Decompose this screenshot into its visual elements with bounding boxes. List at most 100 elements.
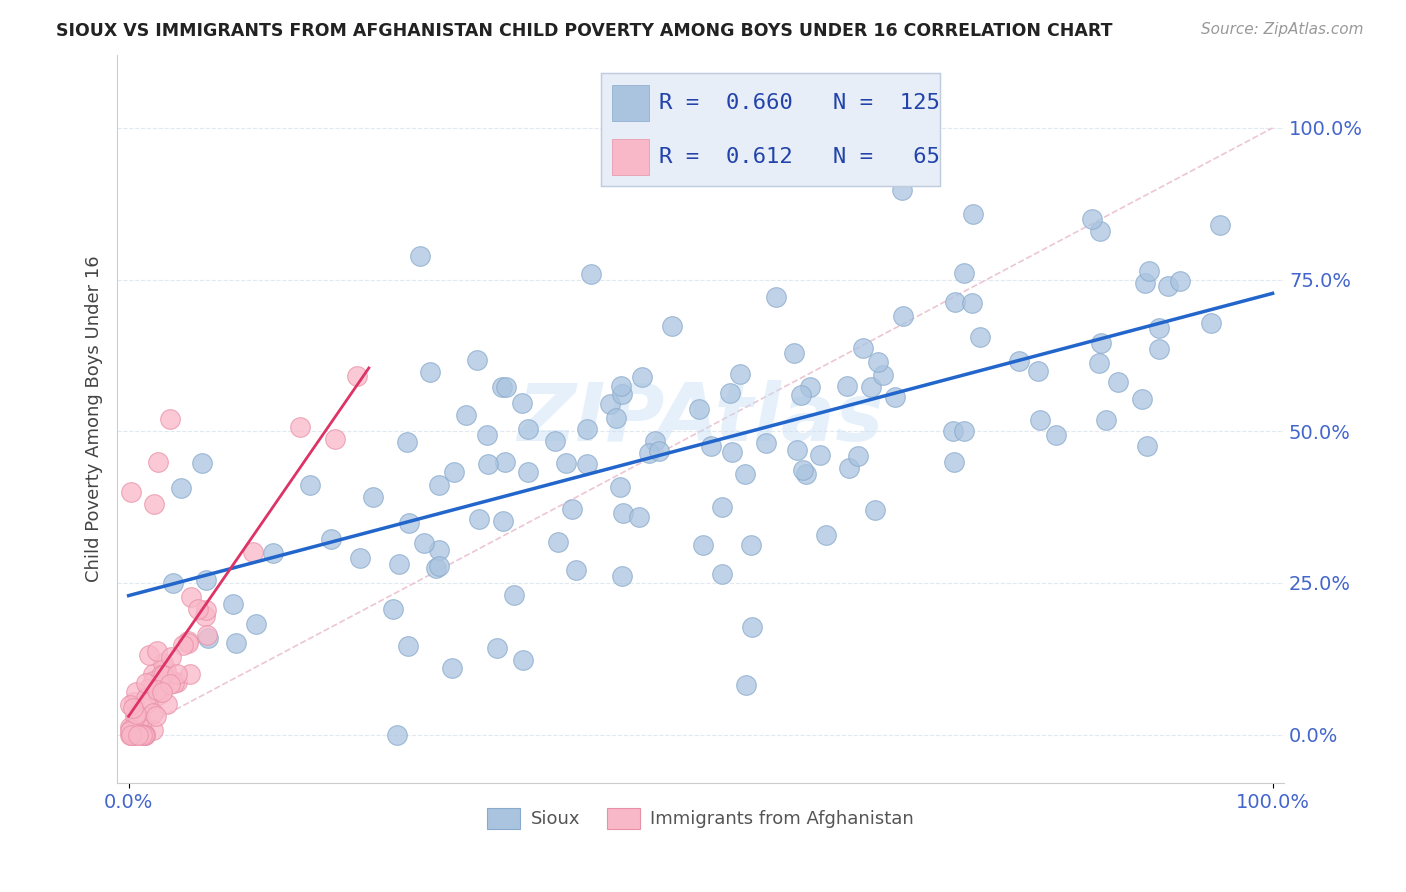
Point	[835, 379, 858, 393]
Point	[1095, 413, 1118, 427]
Point	[1147, 343, 1170, 357]
Point	[1028, 364, 1050, 378]
Point	[135, 690, 157, 705]
Point	[477, 457, 499, 471]
Point	[120, 727, 142, 741]
Point	[1157, 279, 1180, 293]
Point	[149, 668, 172, 682]
Point	[163, 676, 186, 690]
Legend: Sioux, Immigrants from Afghanistan: Sioux, Immigrants from Afghanistan	[479, 801, 921, 836]
Point	[152, 657, 174, 671]
Point	[142, 667, 165, 681]
Point	[388, 558, 411, 572]
Point	[710, 500, 733, 514]
Point	[138, 648, 160, 662]
Point	[1133, 277, 1156, 291]
Point	[610, 379, 633, 393]
Point	[159, 649, 181, 664]
Point	[118, 727, 141, 741]
Point	[891, 183, 914, 197]
Point	[838, 460, 860, 475]
Point	[134, 727, 156, 741]
Text: SIOUX VS IMMIGRANTS FROM AFGHANISTAN CHILD POVERTY AMONG BOYS UNDER 16 CORRELATI: SIOUX VS IMMIGRANTS FROM AFGHANISTAN CHI…	[56, 22, 1112, 40]
Point	[427, 559, 450, 574]
Point	[440, 661, 463, 675]
Point	[575, 457, 598, 471]
Point	[427, 543, 450, 558]
Point	[155, 664, 177, 678]
Point	[599, 397, 621, 411]
Point	[177, 636, 200, 650]
Point	[398, 516, 420, 530]
Point	[1168, 274, 1191, 288]
Point	[543, 434, 565, 449]
Point	[883, 391, 905, 405]
Point	[242, 545, 264, 559]
Point	[319, 532, 342, 546]
Point	[1107, 376, 1129, 390]
Point	[128, 726, 150, 740]
Point	[1209, 218, 1232, 232]
Point	[135, 696, 157, 710]
Point	[962, 207, 984, 221]
Point	[943, 455, 966, 469]
Point	[846, 450, 869, 464]
Point	[953, 266, 976, 280]
Point	[122, 727, 145, 741]
Point	[969, 330, 991, 344]
Point	[166, 674, 188, 689]
Point	[180, 590, 202, 604]
Point	[945, 294, 967, 309]
Point	[711, 566, 734, 581]
Point	[162, 576, 184, 591]
Point	[860, 380, 883, 394]
Point	[1135, 439, 1157, 453]
Point	[688, 402, 710, 417]
Text: ZIPAtlas: ZIPAtlas	[517, 380, 884, 458]
Point	[630, 370, 652, 384]
Point	[127, 727, 149, 741]
Point	[1045, 428, 1067, 442]
Point	[346, 369, 368, 384]
Point	[363, 490, 385, 504]
Point	[808, 449, 831, 463]
Point	[409, 249, 432, 263]
Point	[565, 564, 588, 578]
Point	[1081, 211, 1104, 226]
Point	[222, 597, 245, 611]
Point	[755, 436, 778, 450]
Point	[561, 502, 583, 516]
Point	[644, 434, 666, 449]
Text: Source: ZipAtlas.com: Source: ZipAtlas.com	[1201, 22, 1364, 37]
Point	[494, 455, 516, 469]
Point	[765, 290, 787, 304]
Point	[145, 644, 167, 658]
Point	[121, 701, 143, 715]
Point	[468, 512, 491, 526]
Point	[135, 675, 157, 690]
Point	[1090, 336, 1112, 351]
Point	[612, 387, 634, 401]
Point	[120, 722, 142, 736]
Point	[118, 720, 141, 734]
Point	[124, 710, 146, 724]
Point	[131, 727, 153, 741]
Point	[852, 341, 875, 355]
Point	[118, 698, 141, 713]
Point	[142, 674, 165, 689]
Point	[166, 666, 188, 681]
Point	[349, 550, 371, 565]
Point	[179, 666, 201, 681]
Point	[575, 422, 598, 436]
Point	[156, 697, 179, 711]
Point	[799, 380, 821, 394]
Point	[194, 609, 217, 624]
Point	[786, 443, 808, 458]
Point	[1088, 224, 1111, 238]
Point	[134, 727, 156, 741]
Point	[612, 506, 634, 520]
Point	[1130, 392, 1153, 407]
Point	[891, 309, 914, 323]
Point	[146, 454, 169, 468]
Point	[195, 574, 218, 588]
